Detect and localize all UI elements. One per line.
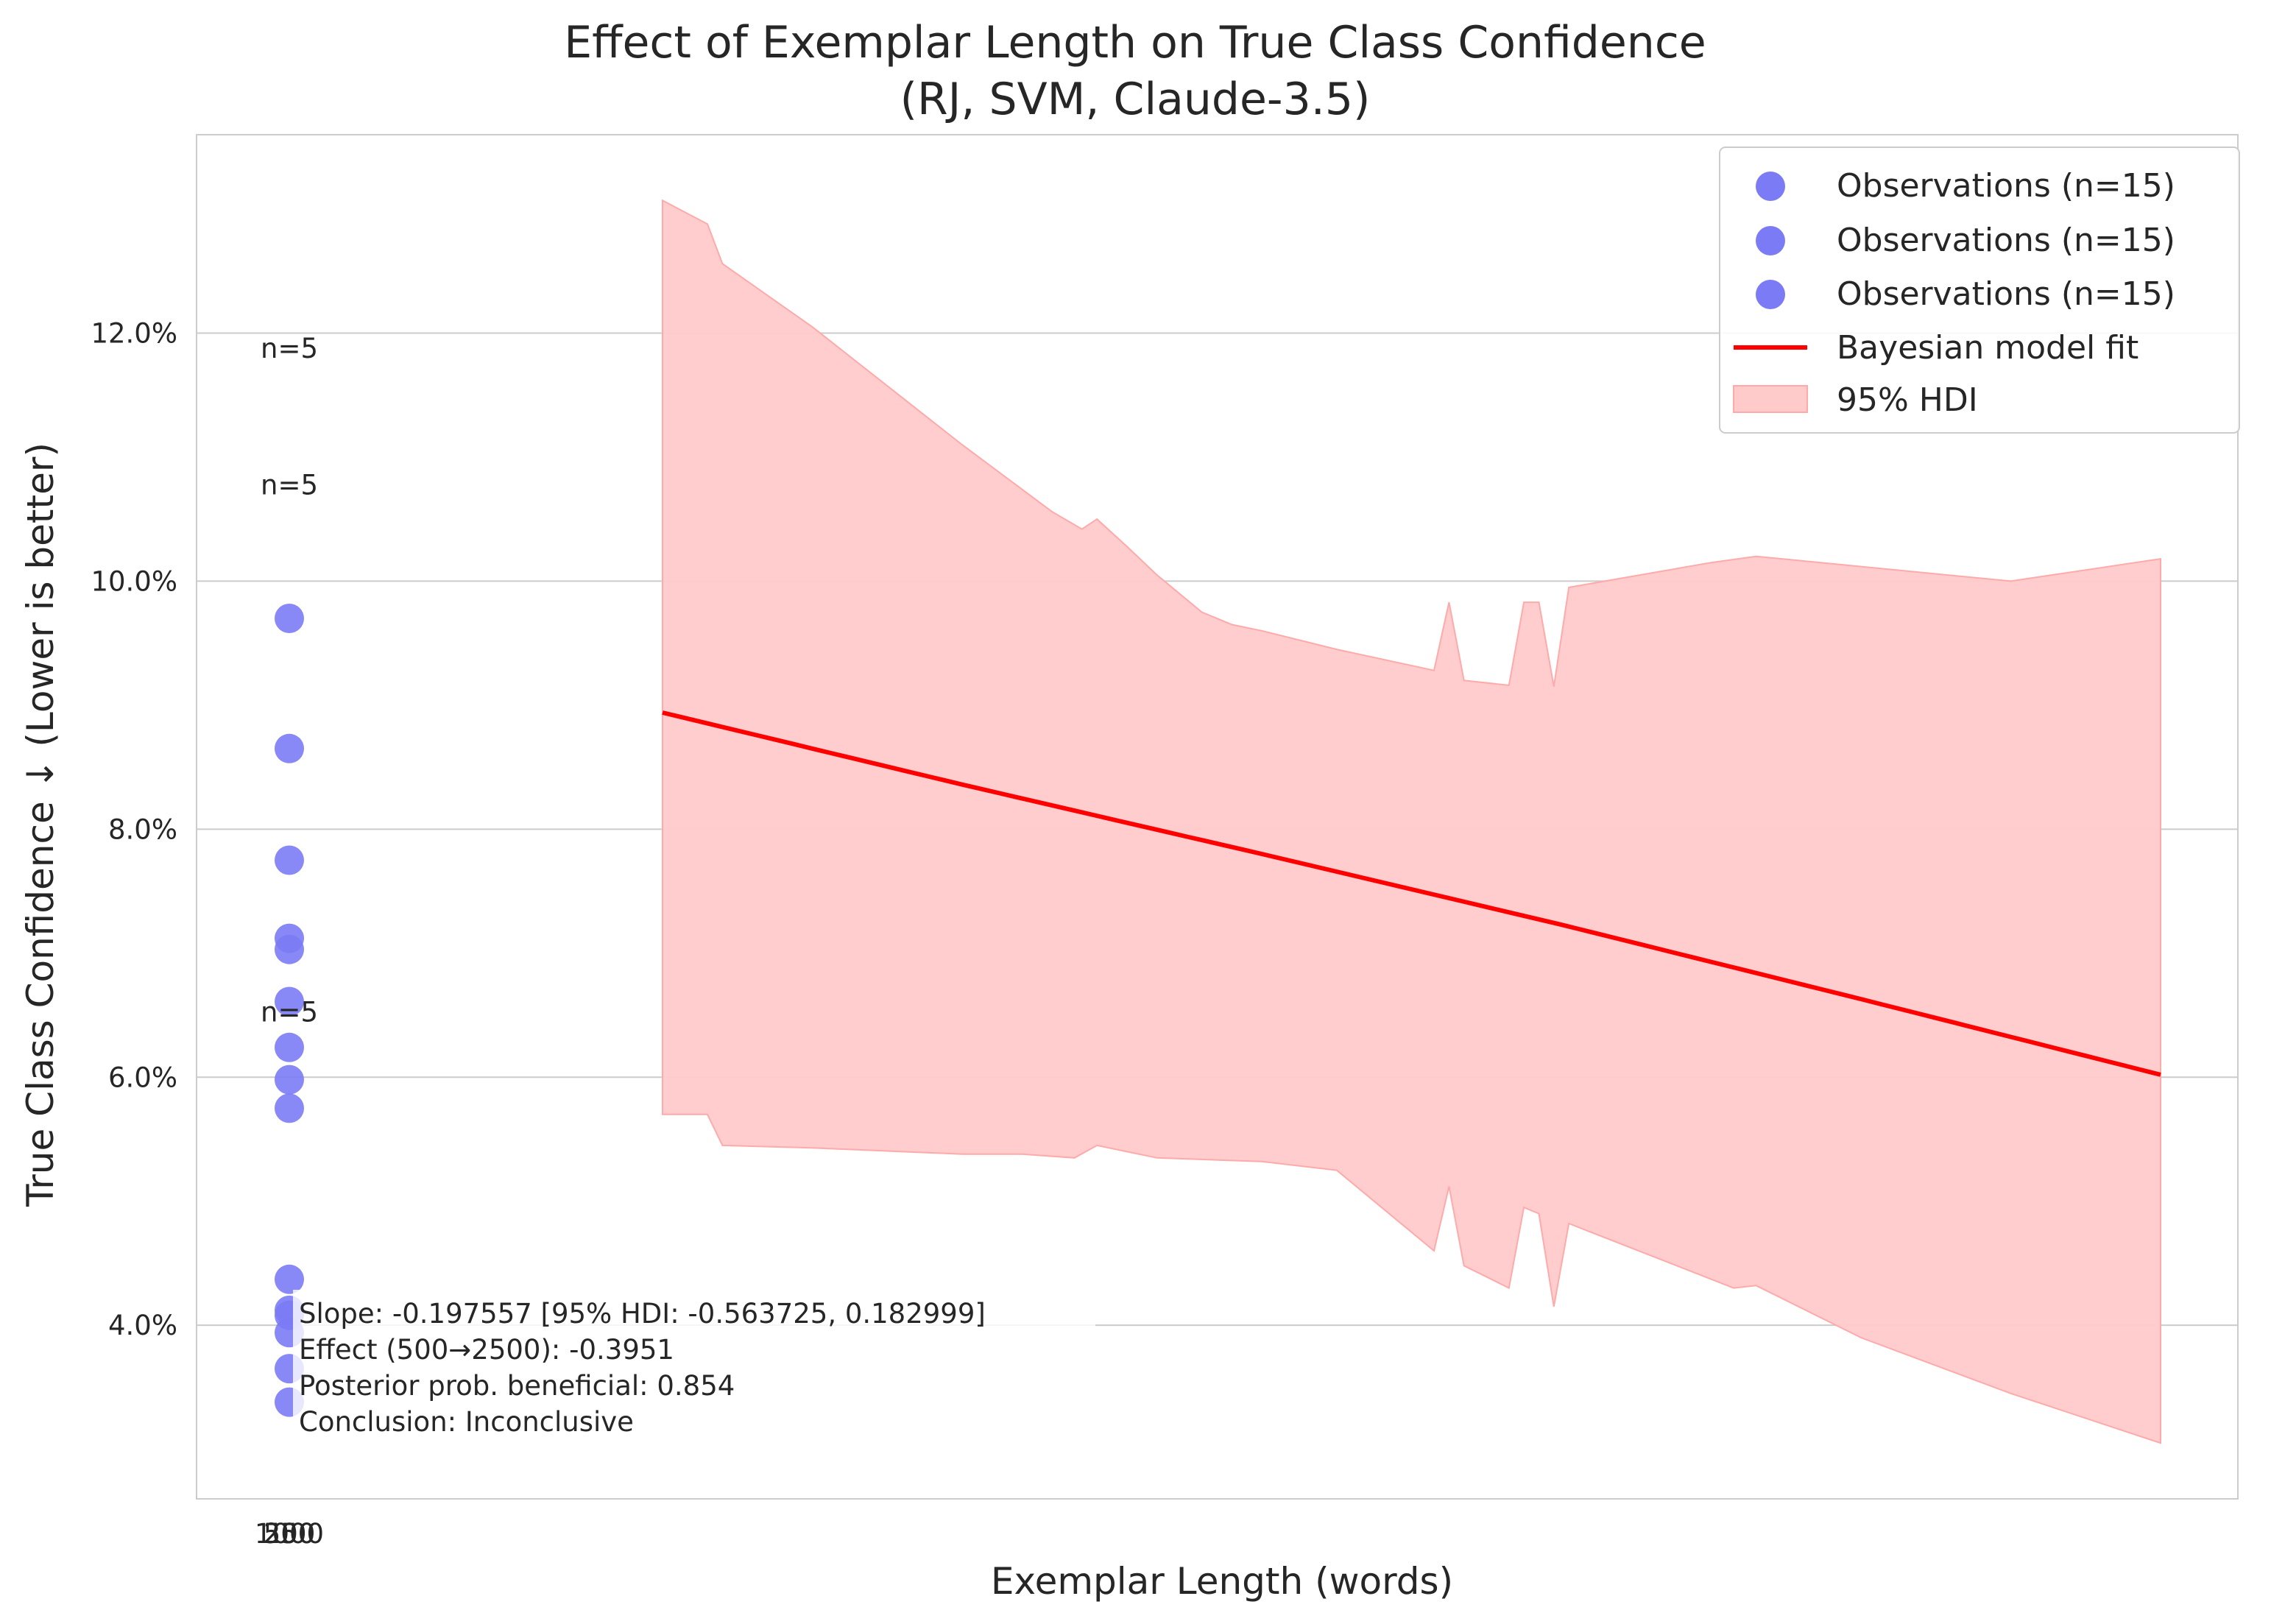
group-annotations: n=5 n=5 n=5: [261, 333, 318, 1028]
observation-point: [275, 986, 304, 1017]
observation-point: [275, 934, 304, 964]
chart-title-line2: (RJ, SVM, Claude-3.5): [900, 74, 1371, 125]
observation-point: [275, 1264, 304, 1294]
stats-posterior-prob: Posterior prob. beneficial: 0.854: [299, 1370, 735, 1402]
fit-line-layer: [662, 710, 2161, 1077]
x-tick-label: 1000: [255, 1518, 324, 1550]
y-tick-label: 6.0%: [108, 1062, 177, 1093]
legend-box: [1719, 146, 2240, 434]
stats-slope: Slope: -0.197557 [95% HDI: -0.563725, 0.…: [299, 1298, 986, 1330]
observation-point: [275, 604, 304, 633]
y-tick-label: 4.0%: [108, 1310, 177, 1341]
observation-point: [275, 1093, 304, 1123]
x-tick-label: 500: [264, 1518, 316, 1550]
stats-box-background: [293, 1290, 1095, 1437]
y-ticks: 4.0% 6.0% 8.0% 10.0% 12.0%: [91, 318, 177, 1342]
group-count-annotation: n=5: [261, 996, 318, 1028]
observation-point: [275, 733, 304, 763]
legend-label-hdi: 95% HDI: [1837, 381, 1978, 419]
plot-frame: [196, 134, 2239, 1500]
observation-points: [275, 604, 304, 1417]
chart-title-line1: Effect of Exemplar Length on True Class …: [564, 17, 1706, 68]
legend-marker-observations-3: [1756, 280, 1785, 309]
bayesian-fit-line: [662, 710, 2161, 1077]
y-tick-label: 12.0%: [91, 318, 177, 350]
observation-point: [275, 1032, 304, 1062]
y-tick-label: 10.0%: [91, 565, 177, 597]
x-tick-label: 250: [264, 1518, 316, 1550]
legend-label-observations-1: Observations (n=15): [1837, 167, 2175, 205]
group-count-annotation: n=5: [261, 470, 318, 501]
stats-box: Slope: -0.197557 [95% HDI: -0.563725, 0.…: [293, 1290, 1095, 1438]
legend-label-observations-3: Observations (n=15): [1837, 275, 2175, 313]
legend: Observations (n=15) Observations (n=15) …: [1719, 146, 2240, 434]
x-axis-label: Exemplar Length (words): [991, 1560, 1453, 1603]
legend-marker-observations-1: [1756, 172, 1785, 201]
hdi-band: [662, 199, 2161, 1444]
stats-effect: Effect (500→2500): -0.3951: [299, 1334, 674, 1366]
group-count-annotation: n=5: [261, 333, 318, 364]
hdi-band-layer: [662, 199, 2161, 1444]
legend-label-fit: Bayesian model fit: [1837, 329, 2138, 367]
y-tick-label: 8.0%: [108, 813, 177, 845]
legend-label-observations-2: Observations (n=15): [1837, 222, 2175, 259]
y-axis-label: True Class Confidence ↓ (Lower is better…: [19, 442, 62, 1207]
observation-point: [275, 1065, 304, 1095]
legend-marker-hdi: [1733, 385, 1808, 413]
stats-conclusion: Conclusion: Inconclusive: [299, 1406, 634, 1438]
legend-marker-observations-2: [1756, 226, 1785, 255]
observation-point: [275, 845, 304, 875]
